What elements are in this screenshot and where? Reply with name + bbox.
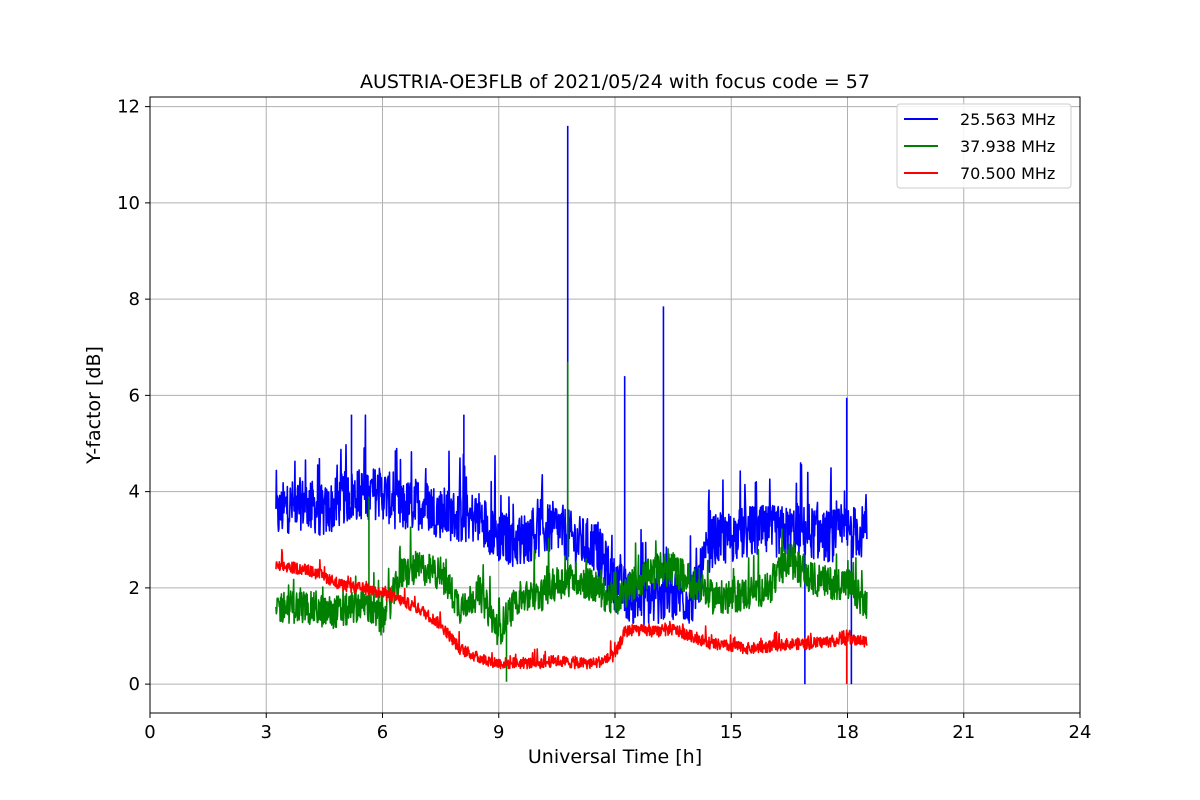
legend-entries: 25.563 MHz 37.938 MHz 70.500 MHz xyxy=(904,110,1055,183)
series-line xyxy=(275,548,868,685)
series-line xyxy=(275,361,868,682)
x-axis-title: Universal Time [h] xyxy=(528,746,702,768)
x-tick-label: 12 xyxy=(604,722,627,743)
x-tick-label: 9 xyxy=(493,722,504,743)
y-tick-label: 2 xyxy=(129,578,140,599)
y-tick-label: 12 xyxy=(117,97,140,118)
legend-label: 70.500 MHz xyxy=(960,164,1055,183)
legend-label: 37.938 MHz xyxy=(960,137,1055,156)
x-tick-label: 0 xyxy=(144,722,155,743)
y-tick-label: 6 xyxy=(129,385,140,406)
x-tick-label: 3 xyxy=(261,722,272,743)
chart-title: AUSTRIA-OE3FLB of 2021/05/24 with focus … xyxy=(360,71,870,93)
series-line xyxy=(275,125,868,685)
legend-box xyxy=(896,103,1072,189)
x-tick-label: 6 xyxy=(377,722,388,743)
series-layer xyxy=(275,125,868,685)
legend: 25.563 MHz 37.938 MHz 70.500 MHz xyxy=(896,103,1072,189)
x-tick-label: 15 xyxy=(720,722,743,743)
y-tick-label: 4 xyxy=(129,482,140,503)
legend-label: 25.563 MHz xyxy=(960,110,1055,129)
y-tick-label: 0 xyxy=(129,674,140,695)
y-axis-title: Y-factor [dB] xyxy=(83,346,105,465)
x-tick-label: 21 xyxy=(952,722,975,743)
y-tick-label: 10 xyxy=(117,193,140,214)
x-tick-label: 18 xyxy=(836,722,859,743)
y-tick-label: 8 xyxy=(129,289,140,310)
x-tick-label: 24 xyxy=(1069,722,1092,743)
